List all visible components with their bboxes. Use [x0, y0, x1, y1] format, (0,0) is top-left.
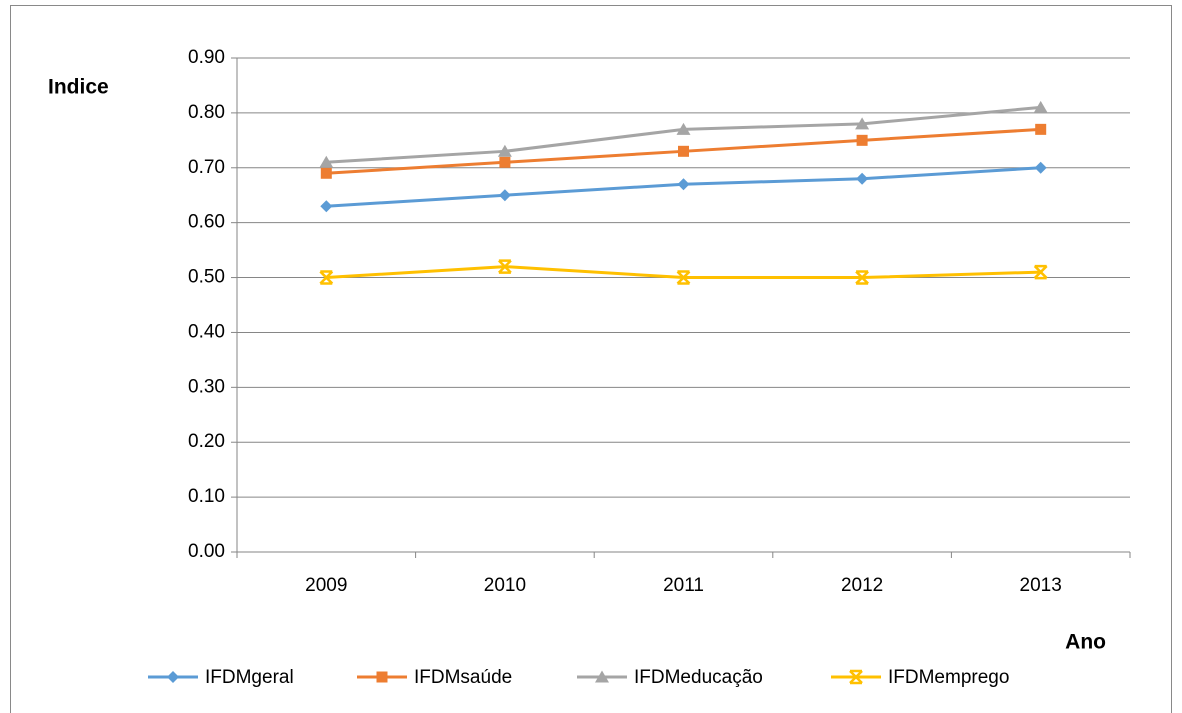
marker	[677, 178, 690, 191]
series	[319, 100, 1048, 168]
y-tick-label: 0.40	[188, 321, 225, 342]
x-tick-label: 2009	[305, 575, 347, 596]
marker	[497, 144, 512, 157]
y-tick-label: 0.80	[188, 102, 225, 123]
legend-label: IFDMgeral	[205, 667, 294, 688]
marker	[855, 270, 869, 285]
marker	[856, 172, 869, 185]
series	[319, 259, 1048, 285]
y-tick-label: 0.50	[188, 267, 225, 288]
legend-marker	[167, 671, 179, 683]
marker	[498, 259, 512, 274]
legend-marker	[595, 670, 609, 683]
marker	[855, 117, 870, 130]
marker	[1033, 264, 1048, 280]
y-tick-label: 0.30	[188, 376, 225, 397]
series	[320, 161, 1047, 213]
x-axis-title: Ano	[1065, 631, 1106, 654]
chart-frame	[10, 5, 1172, 713]
marker	[498, 189, 511, 202]
legend-marker	[376, 671, 388, 683]
x-tick-label: 2010	[484, 575, 526, 596]
y-axis-title: Indice	[48, 76, 109, 99]
marker	[676, 270, 691, 285]
marker	[319, 270, 334, 285]
marker	[1035, 123, 1047, 135]
marker	[676, 122, 691, 135]
legend-marker	[849, 669, 863, 685]
marker	[1034, 161, 1047, 174]
x-tick-label: 2013	[1020, 575, 1062, 596]
y-tick-label: 0.00	[188, 541, 225, 562]
legend-label: IFDMeducação	[634, 667, 763, 688]
x-tick-label: 2011	[663, 575, 704, 596]
marker	[1033, 100, 1048, 113]
legend-label: IFDMsaúde	[414, 667, 512, 688]
legend-label: IFDMemprego	[888, 667, 1009, 688]
marker	[678, 145, 689, 157]
y-tick-label: 0.20	[188, 431, 225, 452]
marker	[499, 156, 511, 168]
x-tick-label: 2012	[841, 575, 883, 596]
y-tick-label: 0.10	[188, 486, 225, 507]
y-tick-label: 0.70	[188, 157, 225, 178]
marker	[319, 155, 334, 168]
marker	[320, 200, 333, 213]
y-tick-label: 0.60	[188, 212, 225, 233]
series	[320, 123, 1047, 179]
y-tick-label: 0.90	[188, 47, 225, 68]
marker	[856, 134, 868, 146]
marker	[320, 167, 332, 179]
